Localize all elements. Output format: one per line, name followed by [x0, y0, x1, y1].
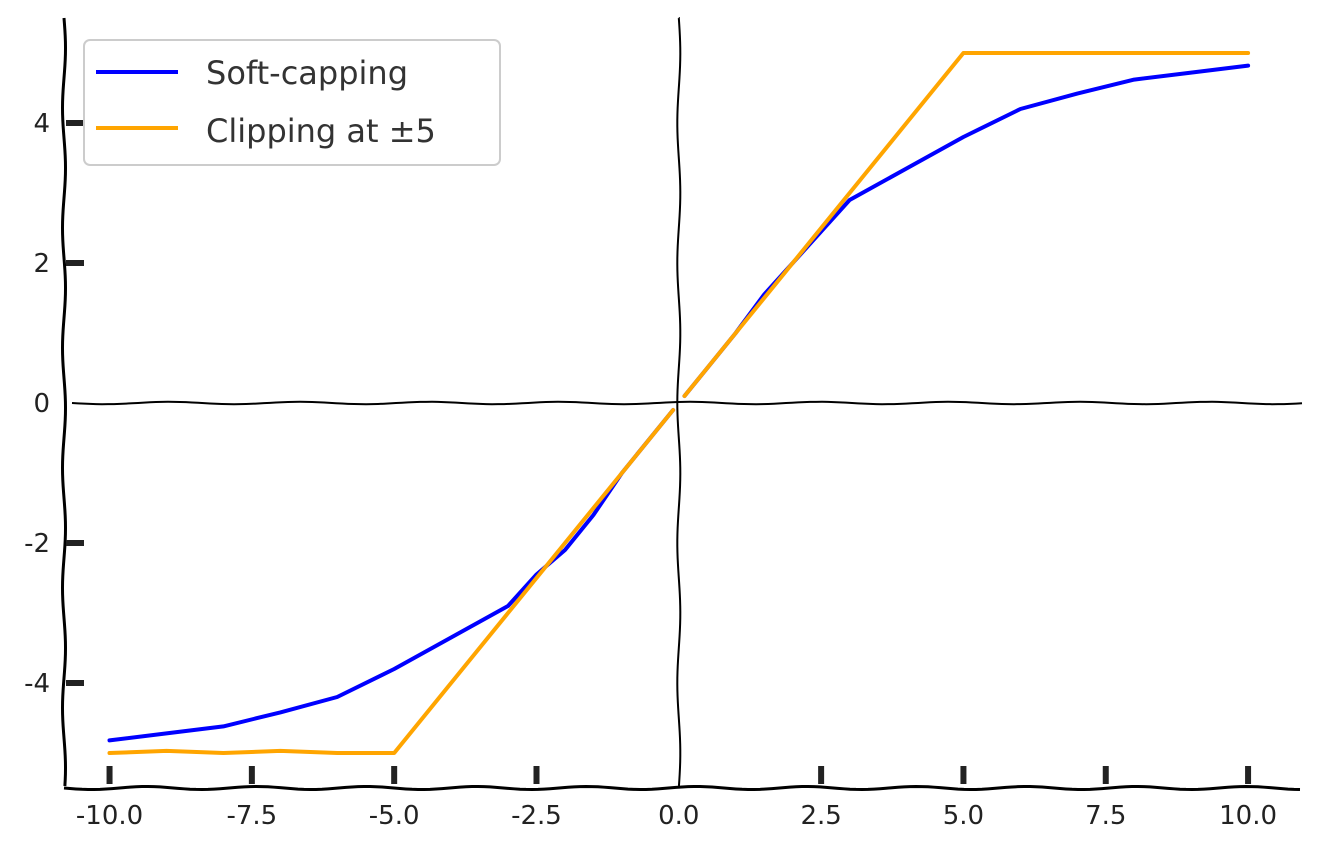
x-tick-label: -10.0 — [76, 801, 143, 831]
legend-frame — [83, 39, 501, 166]
series-line-clipping-negative — [107, 408, 676, 755]
x-tick-label: -2.5 — [511, 801, 562, 831]
x-tick-label: 0.0 — [658, 801, 699, 831]
x-tick-label: 7.5 — [1085, 801, 1126, 831]
x-axis-spine — [63, 784, 1301, 792]
x-tick-label: 5.0 — [943, 801, 984, 831]
x-tick-label: -5.0 — [369, 801, 420, 831]
y-tick-label: 0 — [33, 389, 50, 419]
y-tick-label: 2 — [33, 249, 50, 279]
y-tick-label: -4 — [24, 669, 50, 699]
legend-label-clipping: Clipping at ±5 — [206, 112, 436, 150]
legend: Soft-capping Clipping at ±5 — [83, 39, 501, 166]
series-line-clipping-positive — [682, 51, 1251, 398]
x-tick-label: 2.5 — [800, 801, 841, 831]
legend-label-soft-capping: Soft-capping — [206, 54, 408, 92]
y-tick-label: -2 — [24, 529, 50, 559]
tick-marks — [66, 120, 1252, 784]
series-line-soft-capping-negative — [107, 408, 676, 743]
series-line-soft-capping-positive — [682, 63, 1251, 398]
y-tick-label: 4 — [33, 109, 50, 139]
axes — [60, 17, 1303, 792]
y-axis-spine — [60, 17, 68, 787]
y-zero-line — [71, 400, 1303, 406]
tick-labels: -10.0 -7.5 -5.0 -2.5 0.0 2.5 5.0 7.5 10.0 4 2 0 -2 -4 — [24, 109, 1277, 831]
x-tick-label: 10.0 — [1219, 801, 1277, 831]
x-zero-line — [676, 17, 682, 787]
series-lines — [107, 51, 1251, 755]
x-tick-label: -7.5 — [226, 801, 277, 831]
